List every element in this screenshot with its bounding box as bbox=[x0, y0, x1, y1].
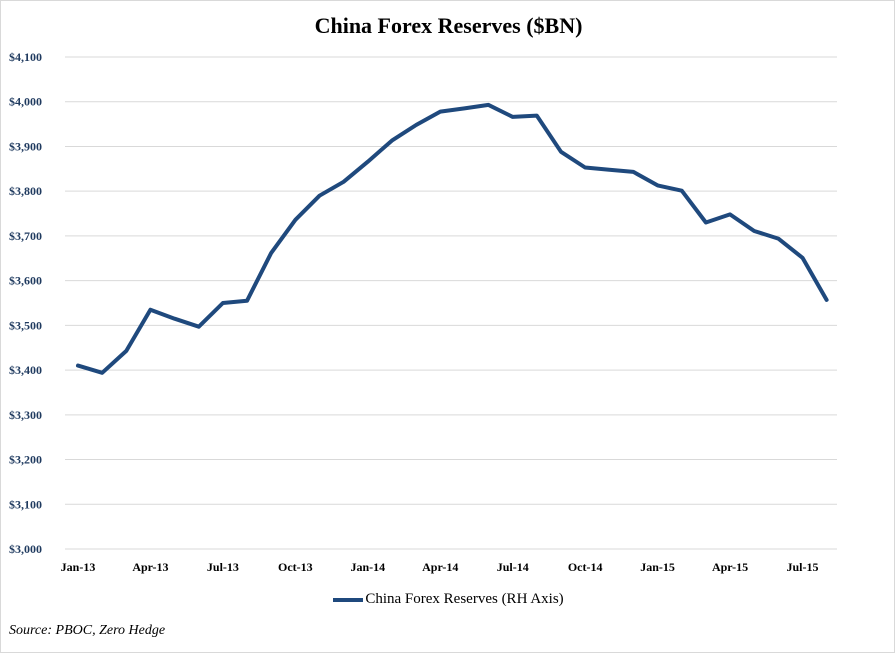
legend-label: China Forex Reserves (RH Axis) bbox=[365, 591, 564, 607]
x-tick-label: Apr-14 bbox=[422, 560, 458, 574]
x-tick-label: Jul-13 bbox=[207, 560, 239, 574]
y-tick-label: $3,200 bbox=[9, 453, 42, 467]
x-tick-label: Apr-15 bbox=[712, 560, 748, 574]
y-tick-label: $3,000 bbox=[9, 542, 42, 556]
y-tick-label: $3,400 bbox=[9, 363, 42, 377]
y-tick-label: $4,000 bbox=[9, 95, 42, 109]
x-tick-label: Jan-15 bbox=[640, 560, 675, 574]
y-tick-label: $3,800 bbox=[9, 184, 42, 198]
legend: China Forex Reserves (RH Axis) bbox=[1, 591, 895, 608]
legend-swatch bbox=[333, 597, 364, 602]
x-tick-label: Jan-14 bbox=[350, 560, 385, 574]
x-tick-label: Jul-14 bbox=[497, 560, 529, 574]
x-tick-label: Oct-14 bbox=[568, 560, 603, 574]
y-tick-label: $3,700 bbox=[9, 229, 42, 243]
y-tick-label: $3,900 bbox=[9, 139, 42, 153]
x-tick-label: Jan-13 bbox=[61, 560, 96, 574]
y-tick-label: $3,300 bbox=[9, 408, 42, 422]
y-tick-label: $3,600 bbox=[9, 274, 42, 288]
series-line bbox=[76, 102, 829, 375]
y-tick-label: $4,100 bbox=[9, 50, 42, 64]
x-tick-label: Jul-15 bbox=[786, 560, 818, 574]
x-tick-label: Oct-13 bbox=[278, 560, 313, 574]
source-note: Source: PBOC, Zero Hedge bbox=[9, 623, 166, 638]
y-tick-label: $3,500 bbox=[9, 318, 42, 332]
chart-title: China Forex Reserves ($BN) bbox=[314, 13, 583, 38]
x-tick-label: Apr-13 bbox=[132, 560, 168, 574]
y-tick-label: $3,100 bbox=[9, 497, 42, 511]
